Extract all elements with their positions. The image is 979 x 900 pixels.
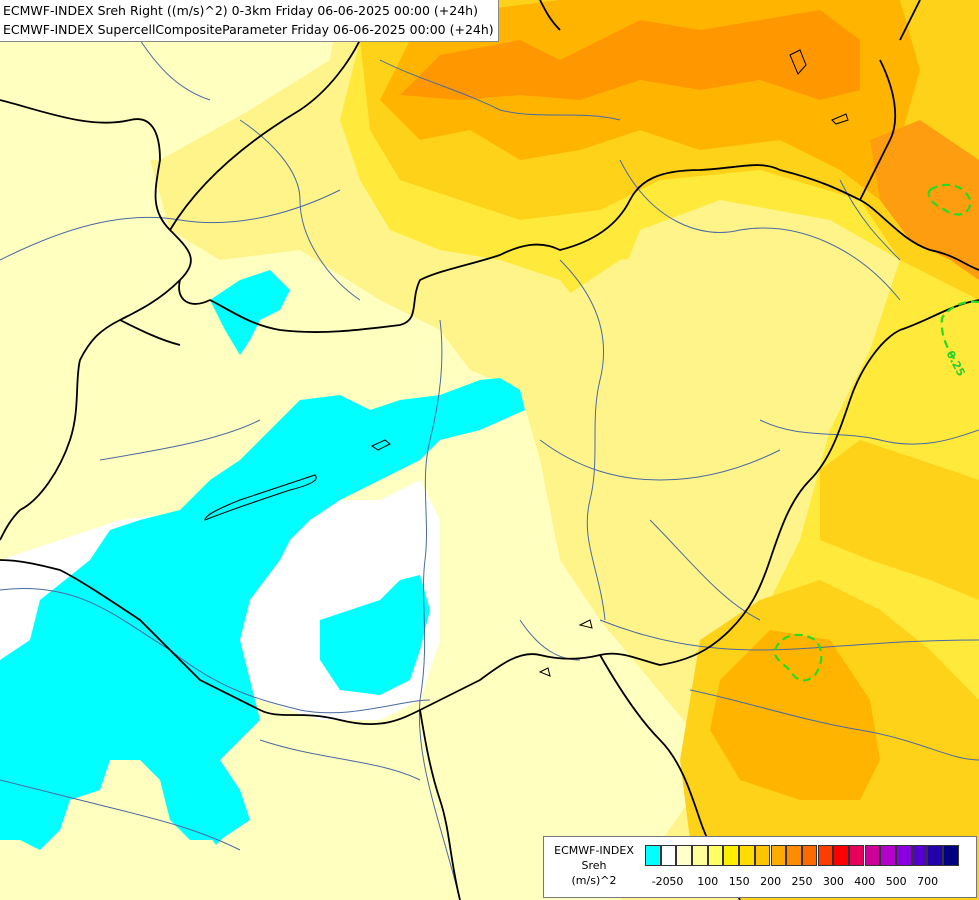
scp-contours [773, 183, 979, 682]
legend-title-source: ECMWF-INDEX [554, 844, 634, 857]
field-cyan-northwest [210, 270, 290, 355]
field-cyan-islet-2 [36, 816, 54, 836]
field-orange-north [400, 10, 860, 100]
field-yellow-middle [560, 250, 840, 620]
legend-swatch [864, 845, 881, 866]
legend-swatch [896, 845, 912, 866]
legend-swatch [911, 845, 928, 866]
legend-swatch [833, 845, 849, 866]
legend-tick-label: -20 [651, 875, 670, 888]
legend-swatch [927, 845, 943, 866]
legend-tick-label: 200 [760, 875, 782, 888]
legend-swatch [880, 845, 896, 866]
field-cyan-islet [205, 820, 228, 845]
rivers [0, 39, 979, 900]
legend-title-parameter: Sreh [581, 859, 607, 872]
color-legend: ECMWF-INDEX Sreh (m/s)^2 -20 50 100 150 200 2… [543, 836, 977, 898]
legend-swatch [801, 845, 818, 866]
legend-ticks: -20 50 100 150 200 250 300 400 500 700 [645, 875, 975, 891]
legend-tick-label: 400 [854, 875, 876, 888]
legend-swatch [707, 845, 724, 866]
title-line-sreh: ECMWF-INDEX Sreh Right ((m/s)^2) 0-3km F… [3, 3, 478, 18]
legend-tick-label: 700 [917, 875, 939, 888]
title-line-scp: ECMWF-INDEX SupercellCompositeParameter … [3, 22, 494, 37]
field-cyan-southwest [0, 378, 525, 850]
legend-tick-label: 50 [669, 875, 684, 888]
legend-swatch [817, 845, 834, 866]
legend-swatch [692, 845, 708, 866]
legend-swatch [786, 845, 802, 866]
field-white-inner [300, 535, 360, 600]
legend-tick-label: 500 [885, 875, 907, 888]
legend-swatch [848, 845, 865, 866]
legend-swatch [754, 845, 771, 866]
legend-title-unit: (m/s)^2 [571, 874, 617, 887]
legend-swatch [660, 845, 677, 866]
legend-swatch [943, 845, 959, 866]
map-title-box: ECMWF-INDEX Sreh Right ((m/s)^2) 0-3km F… [0, 0, 499, 42]
legend-swatch [676, 845, 692, 866]
field-gold-east [820, 440, 979, 600]
field-cyan-mid [320, 575, 430, 695]
legend-title: ECMWF-INDEX Sreh (m/s)^2 [544, 843, 644, 888]
legend-tick-label: 250 [791, 875, 813, 888]
legend-swatch [723, 845, 739, 866]
lakes [204, 49, 849, 677]
legend-swatch [645, 845, 661, 866]
legend-swatch [770, 845, 786, 866]
legend-tick-label: 300 [822, 875, 844, 888]
field-orange-ne [870, 120, 979, 280]
legend-tick-label: 100 [697, 875, 719, 888]
field-amber-southeast [710, 630, 880, 800]
legend-tick-label: 150 [728, 875, 750, 888]
legend-swatches [645, 845, 959, 867]
legend-swatch [739, 845, 755, 866]
